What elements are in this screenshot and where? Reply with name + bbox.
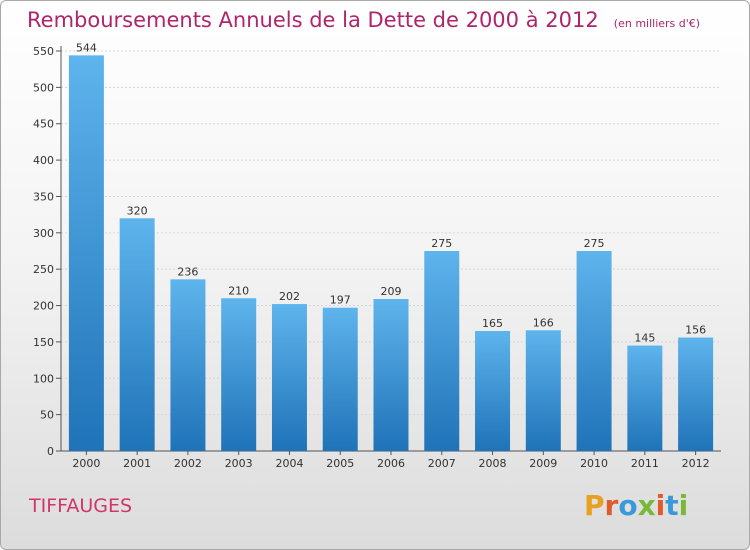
logo-letter: i <box>655 489 666 522</box>
data-label: 209 <box>381 285 402 298</box>
y-tick-label: 50 <box>40 409 54 422</box>
bar-2001 <box>119 218 155 451</box>
bar-2009 <box>525 330 561 451</box>
data-label: 202 <box>279 290 300 303</box>
logo-letter: o <box>618 489 638 522</box>
bar-2008 <box>475 331 511 451</box>
x-tick-label: 2010 <box>580 457 608 470</box>
x-tick-label: 2008 <box>479 457 507 470</box>
bar-2011 <box>627 345 663 451</box>
y-tick-label: 550 <box>33 45 54 58</box>
data-label: 275 <box>431 237 452 250</box>
bar-2006 <box>373 299 409 451</box>
proxiti-logo[interactable]: Proxiti <box>584 489 688 522</box>
y-tick-label: 350 <box>33 190 54 203</box>
x-tick-label: 2001 <box>123 457 151 470</box>
data-label: 320 <box>127 204 148 217</box>
labels: 0 50 100 150 200 250 300 350 400 450 500 550 2000 544… <box>33 41 710 470</box>
y-tick-label: 500 <box>33 81 54 94</box>
x-tick-label: 2007 <box>428 457 456 470</box>
y-tick-label: 300 <box>33 227 54 240</box>
logo-letter: P <box>584 489 605 522</box>
bar-2002 <box>170 279 206 451</box>
bar-2007 <box>424 251 460 451</box>
x-tick-label: 2005 <box>326 457 354 470</box>
bar-2000 <box>68 55 104 451</box>
x-tick-label: 2000 <box>72 457 100 470</box>
x-tick-label: 2002 <box>174 457 202 470</box>
data-label: 165 <box>482 317 503 330</box>
data-label: 156 <box>685 324 706 337</box>
y-tick-label: 400 <box>33 154 54 167</box>
x-tick-label: 2011 <box>631 457 659 470</box>
x-tick-label: 2004 <box>275 457 303 470</box>
bars <box>68 55 714 451</box>
chart-unit-note: (en milliers d'€) <box>613 17 701 30</box>
x-tick-label: 2012 <box>682 457 710 470</box>
data-label: 210 <box>228 284 249 297</box>
title-row: Remboursements Annuels de la Dette de 20… <box>27 8 700 32</box>
x-tick-label: 2009 <box>529 457 557 470</box>
logo-letter: r <box>604 489 619 522</box>
town-name: TIFFAUGES <box>29 495 133 517</box>
y-tick-label: 250 <box>33 263 54 276</box>
data-label: 275 <box>584 237 605 250</box>
logo-letter: x <box>637 489 656 522</box>
y-tick-label: 0 <box>47 445 54 458</box>
logo-letter: i <box>678 489 689 522</box>
bar-2010 <box>576 251 612 451</box>
bar-2003 <box>221 298 257 451</box>
chart-title: Remboursements Annuels de la Dette de 20… <box>27 8 599 32</box>
x-tick-label: 2006 <box>377 457 405 470</box>
y-tick-label: 150 <box>33 336 54 349</box>
bar-2012 <box>678 337 714 451</box>
data-label: 197 <box>330 294 351 307</box>
logo-letter: t <box>665 489 679 522</box>
data-label: 236 <box>177 265 198 278</box>
data-label: 166 <box>533 316 554 329</box>
y-tick-label: 200 <box>33 300 54 313</box>
x-tick-label: 2003 <box>225 457 253 470</box>
data-label: 145 <box>634 332 655 345</box>
bar-2004 <box>271 304 307 451</box>
bar-2005 <box>322 307 358 451</box>
y-tick-label: 100 <box>33 372 54 385</box>
data-label: 544 <box>76 41 97 54</box>
y-tick-label: 450 <box>33 118 54 131</box>
